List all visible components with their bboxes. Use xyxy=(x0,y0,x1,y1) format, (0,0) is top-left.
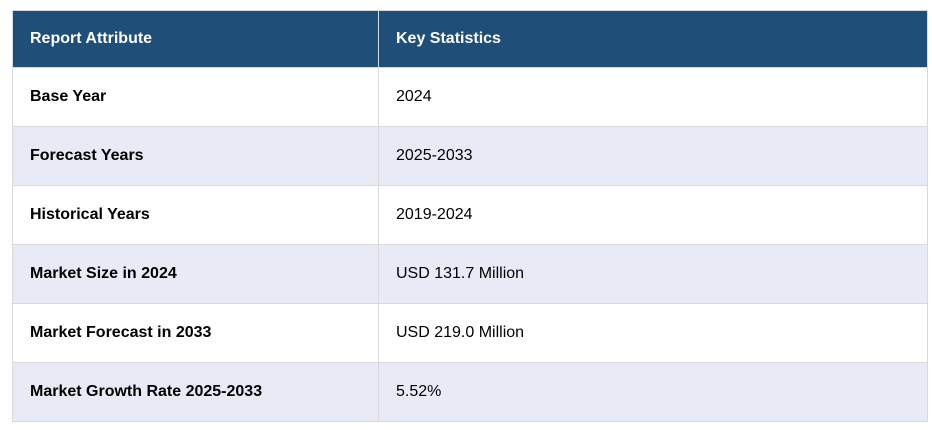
table-row: Historical Years 2019-2024 xyxy=(12,185,928,245)
row-attribute: Forecast Years xyxy=(12,126,379,186)
report-statistics-table: Report Attribute Key Statistics Base Yea… xyxy=(12,10,928,422)
table-header-row: Report Attribute Key Statistics xyxy=(12,10,928,68)
header-key-statistics: Key Statistics xyxy=(378,10,928,68)
row-attribute: Market Forecast in 2033 xyxy=(12,303,379,363)
row-attribute: Market Growth Rate 2025-2033 xyxy=(12,362,379,422)
table-row: Forecast Years 2025-2033 xyxy=(12,126,928,186)
row-value: 2019-2024 xyxy=(378,185,928,245)
table-row: Base Year 2024 xyxy=(12,67,928,127)
row-attribute: Historical Years xyxy=(12,185,379,245)
table-row: Market Size in 2024 USD 131.7 Million xyxy=(12,244,928,304)
row-attribute: Market Size in 2024 xyxy=(12,244,379,304)
header-report-attribute: Report Attribute xyxy=(12,10,379,68)
table-row: Market Growth Rate 2025-2033 5.52% xyxy=(12,362,928,422)
row-attribute: Base Year xyxy=(12,67,379,127)
row-value: 2025-2033 xyxy=(378,126,928,186)
row-value: USD 219.0 Million xyxy=(378,303,928,363)
row-value: 2024 xyxy=(378,67,928,127)
row-value: USD 131.7 Million xyxy=(378,244,928,304)
row-value: 5.52% xyxy=(378,362,928,422)
table-row: Market Forecast in 2033 USD 219.0 Millio… xyxy=(12,303,928,363)
